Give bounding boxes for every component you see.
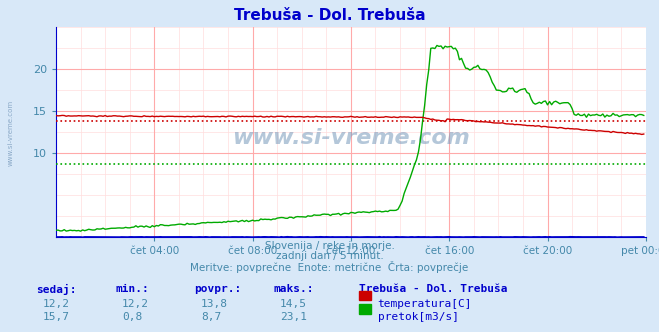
Text: sedaj:: sedaj:: [36, 284, 76, 295]
Text: maks.:: maks.:: [273, 284, 314, 294]
Text: 12,2: 12,2: [122, 299, 149, 309]
Text: povpr.:: povpr.:: [194, 284, 242, 294]
Text: 0,8: 0,8: [122, 312, 142, 322]
Text: 15,7: 15,7: [43, 312, 70, 322]
Text: 23,1: 23,1: [280, 312, 307, 322]
Text: Meritve: povprečne  Enote: metrične  Črta: povprečje: Meritve: povprečne Enote: metrične Črta:…: [190, 261, 469, 273]
Text: min.:: min.:: [115, 284, 149, 294]
Text: www.si-vreme.com: www.si-vreme.com: [232, 128, 470, 148]
Text: temperatura[C]: temperatura[C]: [378, 299, 472, 309]
Text: www.si-vreme.com: www.si-vreme.com: [8, 100, 14, 166]
Text: Slovenija / reke in morje.: Slovenija / reke in morje.: [264, 241, 395, 251]
Text: Trebuša - Dol. Trebuša: Trebuša - Dol. Trebuša: [359, 284, 507, 294]
Text: Trebuša - Dol. Trebuša: Trebuša - Dol. Trebuša: [234, 8, 425, 23]
Text: zadnji dan / 5 minut.: zadnji dan / 5 minut.: [275, 251, 384, 261]
Text: pretok[m3/s]: pretok[m3/s]: [378, 312, 459, 322]
Text: 13,8: 13,8: [201, 299, 228, 309]
Text: 12,2: 12,2: [43, 299, 70, 309]
Text: 14,5: 14,5: [280, 299, 307, 309]
Text: 8,7: 8,7: [201, 312, 221, 322]
